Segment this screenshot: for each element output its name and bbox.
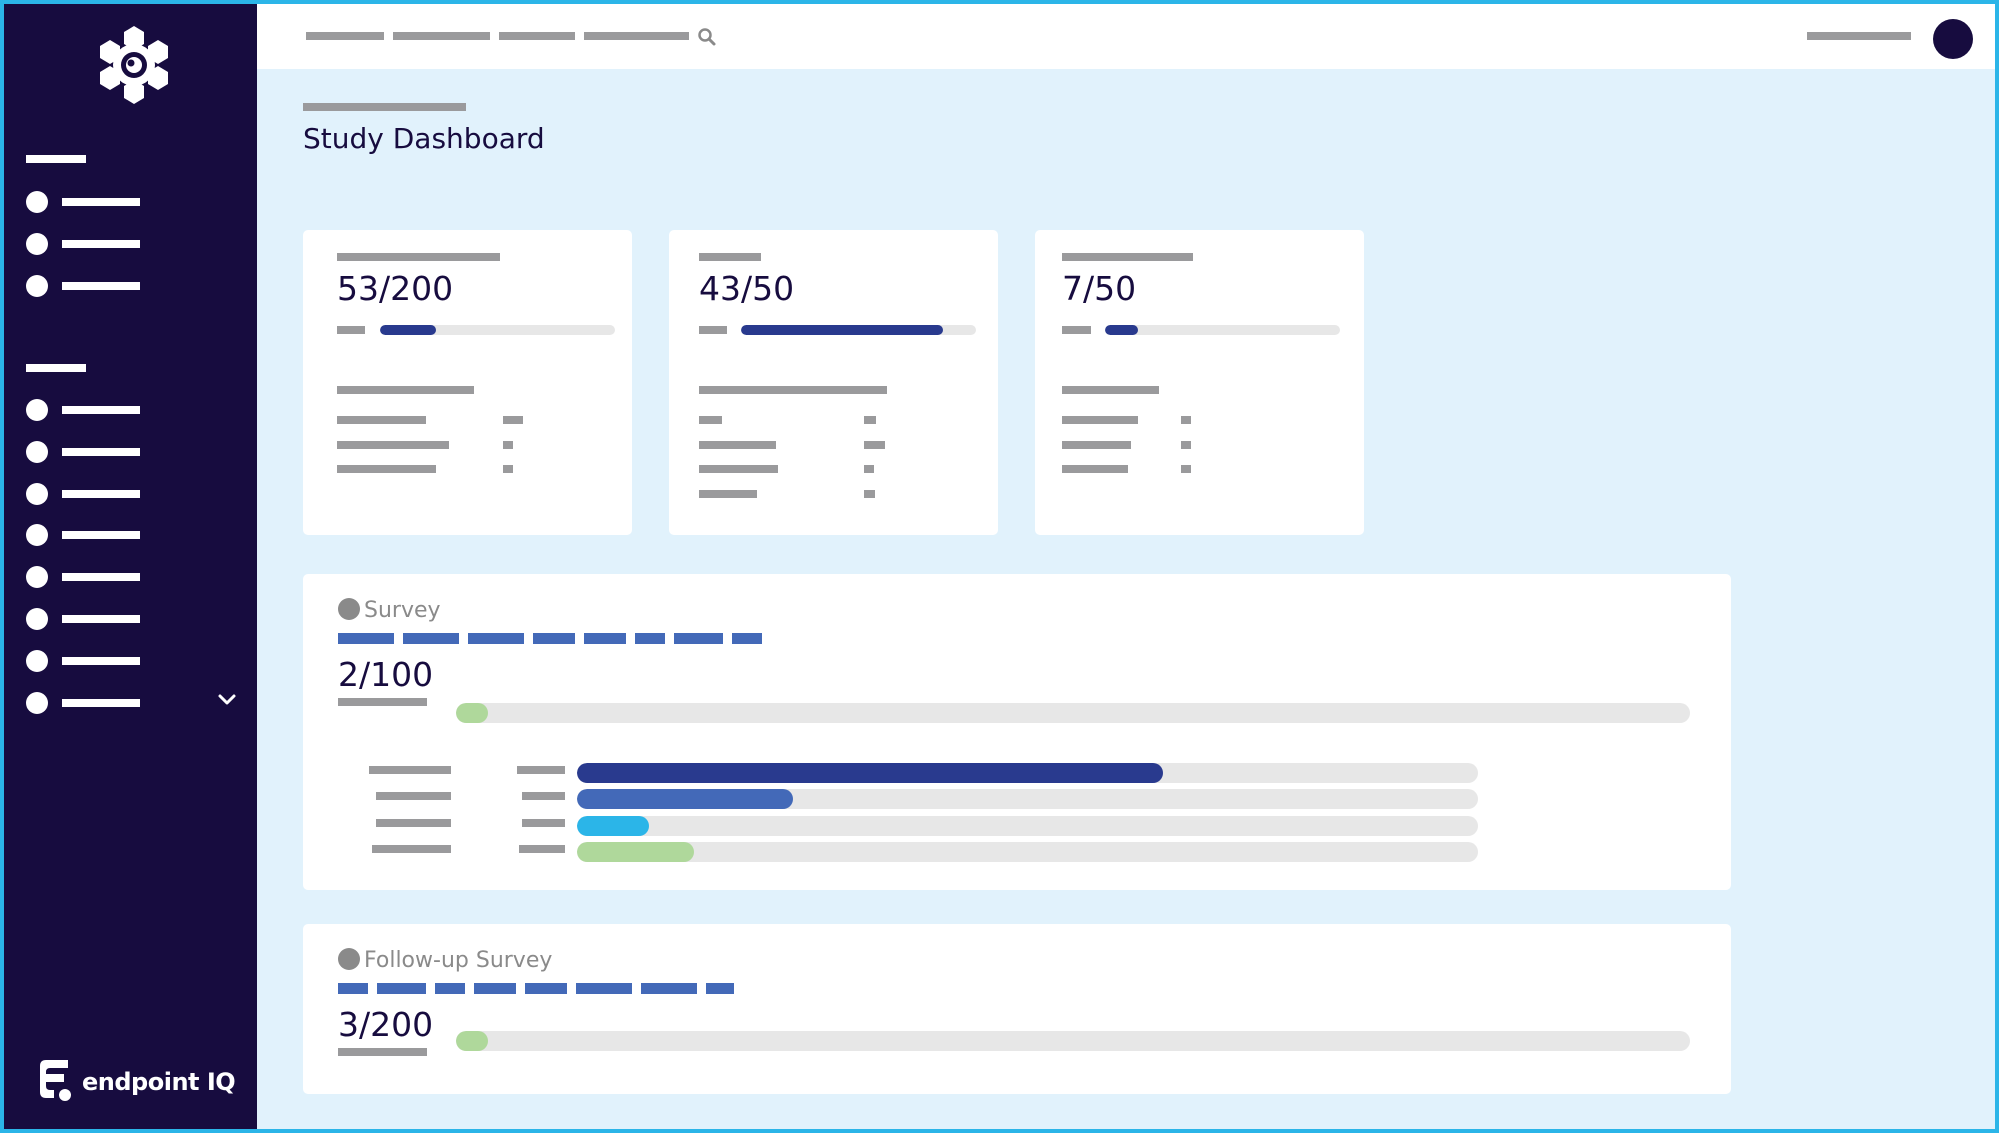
stat-card-label — [1062, 253, 1193, 261]
breakdown-value — [522, 819, 565, 827]
survey-title: Follow-up Survey — [338, 948, 552, 973]
stat-row-label — [337, 441, 449, 449]
sidebar-item-1[interactable] — [26, 191, 146, 213]
survey-tags — [338, 983, 734, 994]
sidebar: endpoint IQ — [4, 4, 257, 1129]
sidebar-item-10[interactable] — [26, 650, 146, 672]
stat-card-value: 43/50 — [699, 269, 795, 308]
stat-card-subheading — [1062, 386, 1159, 394]
sidebar-item-5[interactable] — [26, 441, 146, 463]
stat-row-label — [1062, 441, 1131, 449]
stat-card-label — [699, 253, 761, 261]
sidebar-item-8[interactable] — [26, 566, 146, 588]
breakdown-value — [519, 845, 565, 853]
top-bar — [257, 4, 1995, 69]
stat-card-subheading — [699, 386, 887, 394]
breakdown-bar-4 — [577, 842, 1478, 862]
stat-card-percent — [699, 326, 727, 334]
stat-row-value — [1181, 441, 1191, 449]
breakdown-value — [522, 792, 565, 800]
stat-card-value: 7/50 — [1062, 269, 1137, 308]
breadcrumb-link-1[interactable] — [306, 32, 384, 40]
breakdown-label — [372, 845, 451, 853]
stat-row-label — [699, 441, 776, 449]
stat-row-value — [503, 441, 513, 449]
stat-card-2[interactable]: 43/50 — [669, 230, 998, 535]
stat-row-label — [1062, 465, 1128, 473]
app-frame: endpoint IQ Study Dashboard 53/200 — [4, 4, 1995, 1129]
nav-section-heading — [26, 155, 86, 163]
stat-card-progress — [741, 325, 976, 335]
breakdown-bar-2 — [577, 789, 1478, 809]
brand-name: endpoint IQ — [82, 1068, 236, 1096]
follow-up-survey-card[interactable]: Follow-up Survey 3/200 — [303, 924, 1731, 1094]
breakdown-bar-1 — [577, 763, 1478, 783]
stat-card-progress — [1105, 325, 1340, 335]
survey-count-label — [338, 1048, 427, 1056]
brand-mark-icon — [40, 1060, 71, 1101]
avatar[interactable] — [1933, 19, 1973, 59]
search-icon[interactable] — [697, 27, 717, 47]
survey-progress — [456, 703, 1690, 723]
breadcrumb-link-3[interactable] — [499, 32, 575, 40]
stat-row-label — [1062, 416, 1138, 424]
stat-card-progress — [380, 325, 615, 335]
chevron-down-icon[interactable] — [216, 689, 238, 711]
stat-row-value — [864, 490, 875, 498]
survey-count-label — [338, 698, 427, 706]
nav-section-heading — [26, 364, 86, 372]
stat-card-percent — [337, 326, 365, 334]
breakdown-label — [376, 792, 451, 800]
survey-card[interactable]: Survey 2/100 — [303, 574, 1731, 890]
status-dot-icon — [338, 948, 360, 970]
stat-row-label — [699, 416, 722, 424]
breakdown-label — [376, 819, 451, 827]
sidebar-item-2[interactable] — [26, 233, 146, 255]
stat-row-label — [337, 416, 426, 424]
stat-row-label — [337, 465, 436, 473]
breakdown-label — [369, 766, 451, 774]
sidebar-item-7[interactable] — [26, 524, 146, 546]
stat-row-label — [699, 490, 757, 498]
survey-tags — [338, 633, 762, 644]
stat-card-percent — [1062, 326, 1091, 334]
sidebar-item-9[interactable] — [26, 608, 146, 630]
stat-card-3[interactable]: 7/50 — [1035, 230, 1364, 535]
stat-card-1[interactable]: 53/200 — [303, 230, 632, 535]
stat-row-value — [503, 465, 513, 473]
breakdown-bar-3 — [577, 816, 1478, 836]
sidebar-item-4[interactable] — [26, 399, 146, 421]
sidebar-item-11[interactable] — [26, 692, 146, 714]
stat-card-value: 53/200 — [337, 269, 454, 308]
breakdown-value — [517, 766, 565, 774]
survey-count: 3/200 — [338, 1005, 434, 1044]
survey-count: 2/100 — [338, 655, 434, 694]
brand-logo: endpoint IQ — [36, 1060, 236, 1104]
stat-row-value — [503, 416, 523, 424]
stat-row-label — [699, 465, 778, 473]
stat-card-subheading — [337, 386, 474, 394]
user-name[interactable] — [1807, 32, 1911, 40]
sidebar-item-3[interactable] — [26, 275, 146, 297]
stat-row-value — [864, 441, 885, 449]
stat-row-value — [1181, 465, 1191, 473]
stat-card-label — [337, 253, 500, 261]
sidebar-item-6[interactable] — [26, 483, 146, 505]
gear-flower-icon[interactable] — [98, 26, 170, 104]
survey-progress — [456, 1031, 1690, 1051]
page-subtitle — [303, 103, 466, 111]
page-title: Study Dashboard — [303, 122, 545, 155]
status-dot-icon — [338, 598, 360, 620]
stat-row-value — [864, 416, 876, 424]
breadcrumb-link-4[interactable] — [584, 32, 689, 40]
stat-row-value — [864, 465, 874, 473]
stat-row-value — [1181, 416, 1191, 424]
breadcrumb-link-2[interactable] — [393, 32, 490, 40]
survey-title: Survey — [338, 598, 441, 623]
